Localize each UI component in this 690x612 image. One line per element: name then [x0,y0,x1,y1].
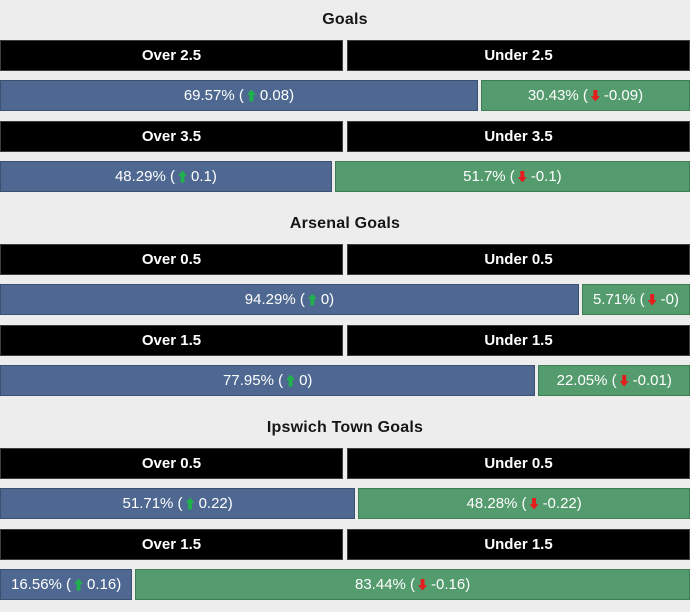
under-change: -0) [660,291,679,308]
under-percentage: 30.43% ( [527,87,588,104]
under-bar-segment: 5.71% ( -0) [581,284,690,315]
up-arrow-icon [177,170,187,183]
over-header-label: Over 1.5 [0,325,343,356]
over-bar-segment: 51.71% ( 0.22) [0,488,356,519]
market: Over 3.5 Under 3.5 48.29% ( 0.1) 51.7% (… [0,121,690,192]
under-percentage: 22.05% ( [556,372,617,389]
down-arrow-icon [590,89,600,102]
over-change: 0.1) [190,168,217,185]
over-percentage: 77.95% ( [223,372,284,389]
market-header-row: Over 1.5 Under 1.5 [0,325,690,356]
under-change: -0.16) [431,576,471,593]
market: Over 0.5 Under 0.5 94.29% ( 0) 5.71% ( -… [0,244,690,315]
over-header-label: Over 0.5 [0,448,343,479]
up-arrow-icon [185,497,195,510]
probability-bar: 48.29% ( 0.1) 51.7% ( -0.1) [0,161,690,192]
up-arrow-icon [246,89,256,102]
section-title: Ipswich Town Goals [266,419,424,436]
probability-bar: 16.56% ( 0.16) 83.44% ( -0.16) [0,569,690,600]
over-bar-segment: 77.95% ( 0) [0,365,536,396]
probability-bar: 51.71% ( 0.22) 48.28% ( -0.22) [0,488,690,519]
over-change: 0.08) [259,87,295,104]
down-arrow-icon [619,374,629,387]
market: Over 0.5 Under 0.5 51.71% ( 0.22) 48.28%… [0,448,690,519]
probability-bar: 69.57% ( 0.08) 30.43% ( -0.09) [0,80,690,111]
market-header-row: Over 3.5 Under 3.5 [0,121,690,152]
section-markets: Over 0.5 Under 0.5 94.29% ( 0) 5.71% ( -… [0,244,690,396]
under-bar-segment: 30.43% ( -0.09) [480,80,690,111]
under-header-label: Under 2.5 [347,40,690,71]
over-change: 0) [320,291,335,308]
over-header-label: Over 0.5 [0,244,343,275]
market: Over 1.5 Under 1.5 77.95% ( 0) 22.05% ( … [0,325,690,396]
probability-bar: 94.29% ( 0) 5.71% ( -0) [0,284,690,315]
under-bar-segment: 48.28% ( -0.22) [358,488,690,519]
down-arrow-icon [529,497,539,510]
over-percentage: 51.71% ( [122,495,183,512]
under-header-label: Under 0.5 [347,244,690,275]
over-change: 0) [299,372,313,389]
probability-bar: 77.95% ( 0) 22.05% ( -0.01) [0,365,690,396]
over-percentage: 69.57% ( [183,87,244,104]
under-header-label: Under 1.5 [347,325,690,356]
goals-section: Ipswich Town Goals Over 0.5 Under 0.5 51… [0,408,690,612]
under-change: -0.01) [632,372,672,389]
market-header-row: Over 1.5 Under 1.5 [0,529,690,560]
under-percentage: 48.28% ( [466,495,527,512]
over-bar-segment: 94.29% ( 0) [0,284,579,315]
under-change: -0.09) [603,87,644,104]
under-header-label: Under 1.5 [347,529,690,560]
over-change: 0.22) [198,495,233,512]
market: Over 2.5 Under 2.5 69.57% ( 0.08) 30.43%… [0,40,690,111]
market: Over 1.5 Under 1.5 16.56% ( 0.16) 83.44%… [0,529,690,600]
over-header-label: Over 3.5 [0,121,343,152]
under-change: -0.22) [542,495,582,512]
up-arrow-icon [307,293,317,306]
section-markets: Over 2.5 Under 2.5 69.57% ( 0.08) 30.43%… [0,40,690,192]
under-bar-segment: 83.44% ( -0.16) [135,569,690,600]
section-title: Goals [322,11,368,28]
over-header-label: Over 1.5 [0,529,343,560]
under-percentage: 83.44% ( [355,576,416,593]
up-arrow-icon [286,374,296,387]
under-header-label: Under 0.5 [347,448,690,479]
down-arrow-icon [418,578,428,591]
over-bar-segment: 69.57% ( 0.08) [0,80,478,111]
market-header-row: Over 2.5 Under 2.5 [0,40,690,71]
over-bar-segment: 16.56% ( 0.16) [0,569,133,600]
over-change: 0.16) [87,576,122,593]
over-header-label: Over 2.5 [0,40,343,71]
up-arrow-icon [74,578,84,591]
under-bar-segment: 51.7% ( -0.1) [334,161,690,192]
over-percentage: 94.29% ( [244,291,305,308]
over-percentage: 48.29% ( [114,168,175,185]
under-bar-segment: 22.05% ( -0.01) [538,365,690,396]
under-header-label: Under 3.5 [347,121,690,152]
over-percentage: 16.56% ( [11,576,72,593]
down-arrow-icon [517,170,527,183]
market-header-row: Over 0.5 Under 0.5 [0,244,690,275]
under-change: -0.1) [530,168,562,185]
goals-section: Goals Over 2.5 Under 2.5 69.57% ( 0.08) … [0,0,690,204]
down-arrow-icon [647,293,657,306]
under-percentage: 51.7% ( [463,168,515,185]
section-markets: Over 0.5 Under 0.5 51.71% ( 0.22) 48.28%… [0,448,690,600]
section-title: Arsenal Goals [289,215,401,232]
over-bar-segment: 48.29% ( 0.1) [0,161,332,192]
goals-section: Arsenal Goals Over 0.5 Under 0.5 94.29% … [0,204,690,408]
under-percentage: 5.71% ( [592,291,645,308]
market-header-row: Over 0.5 Under 0.5 [0,448,690,479]
